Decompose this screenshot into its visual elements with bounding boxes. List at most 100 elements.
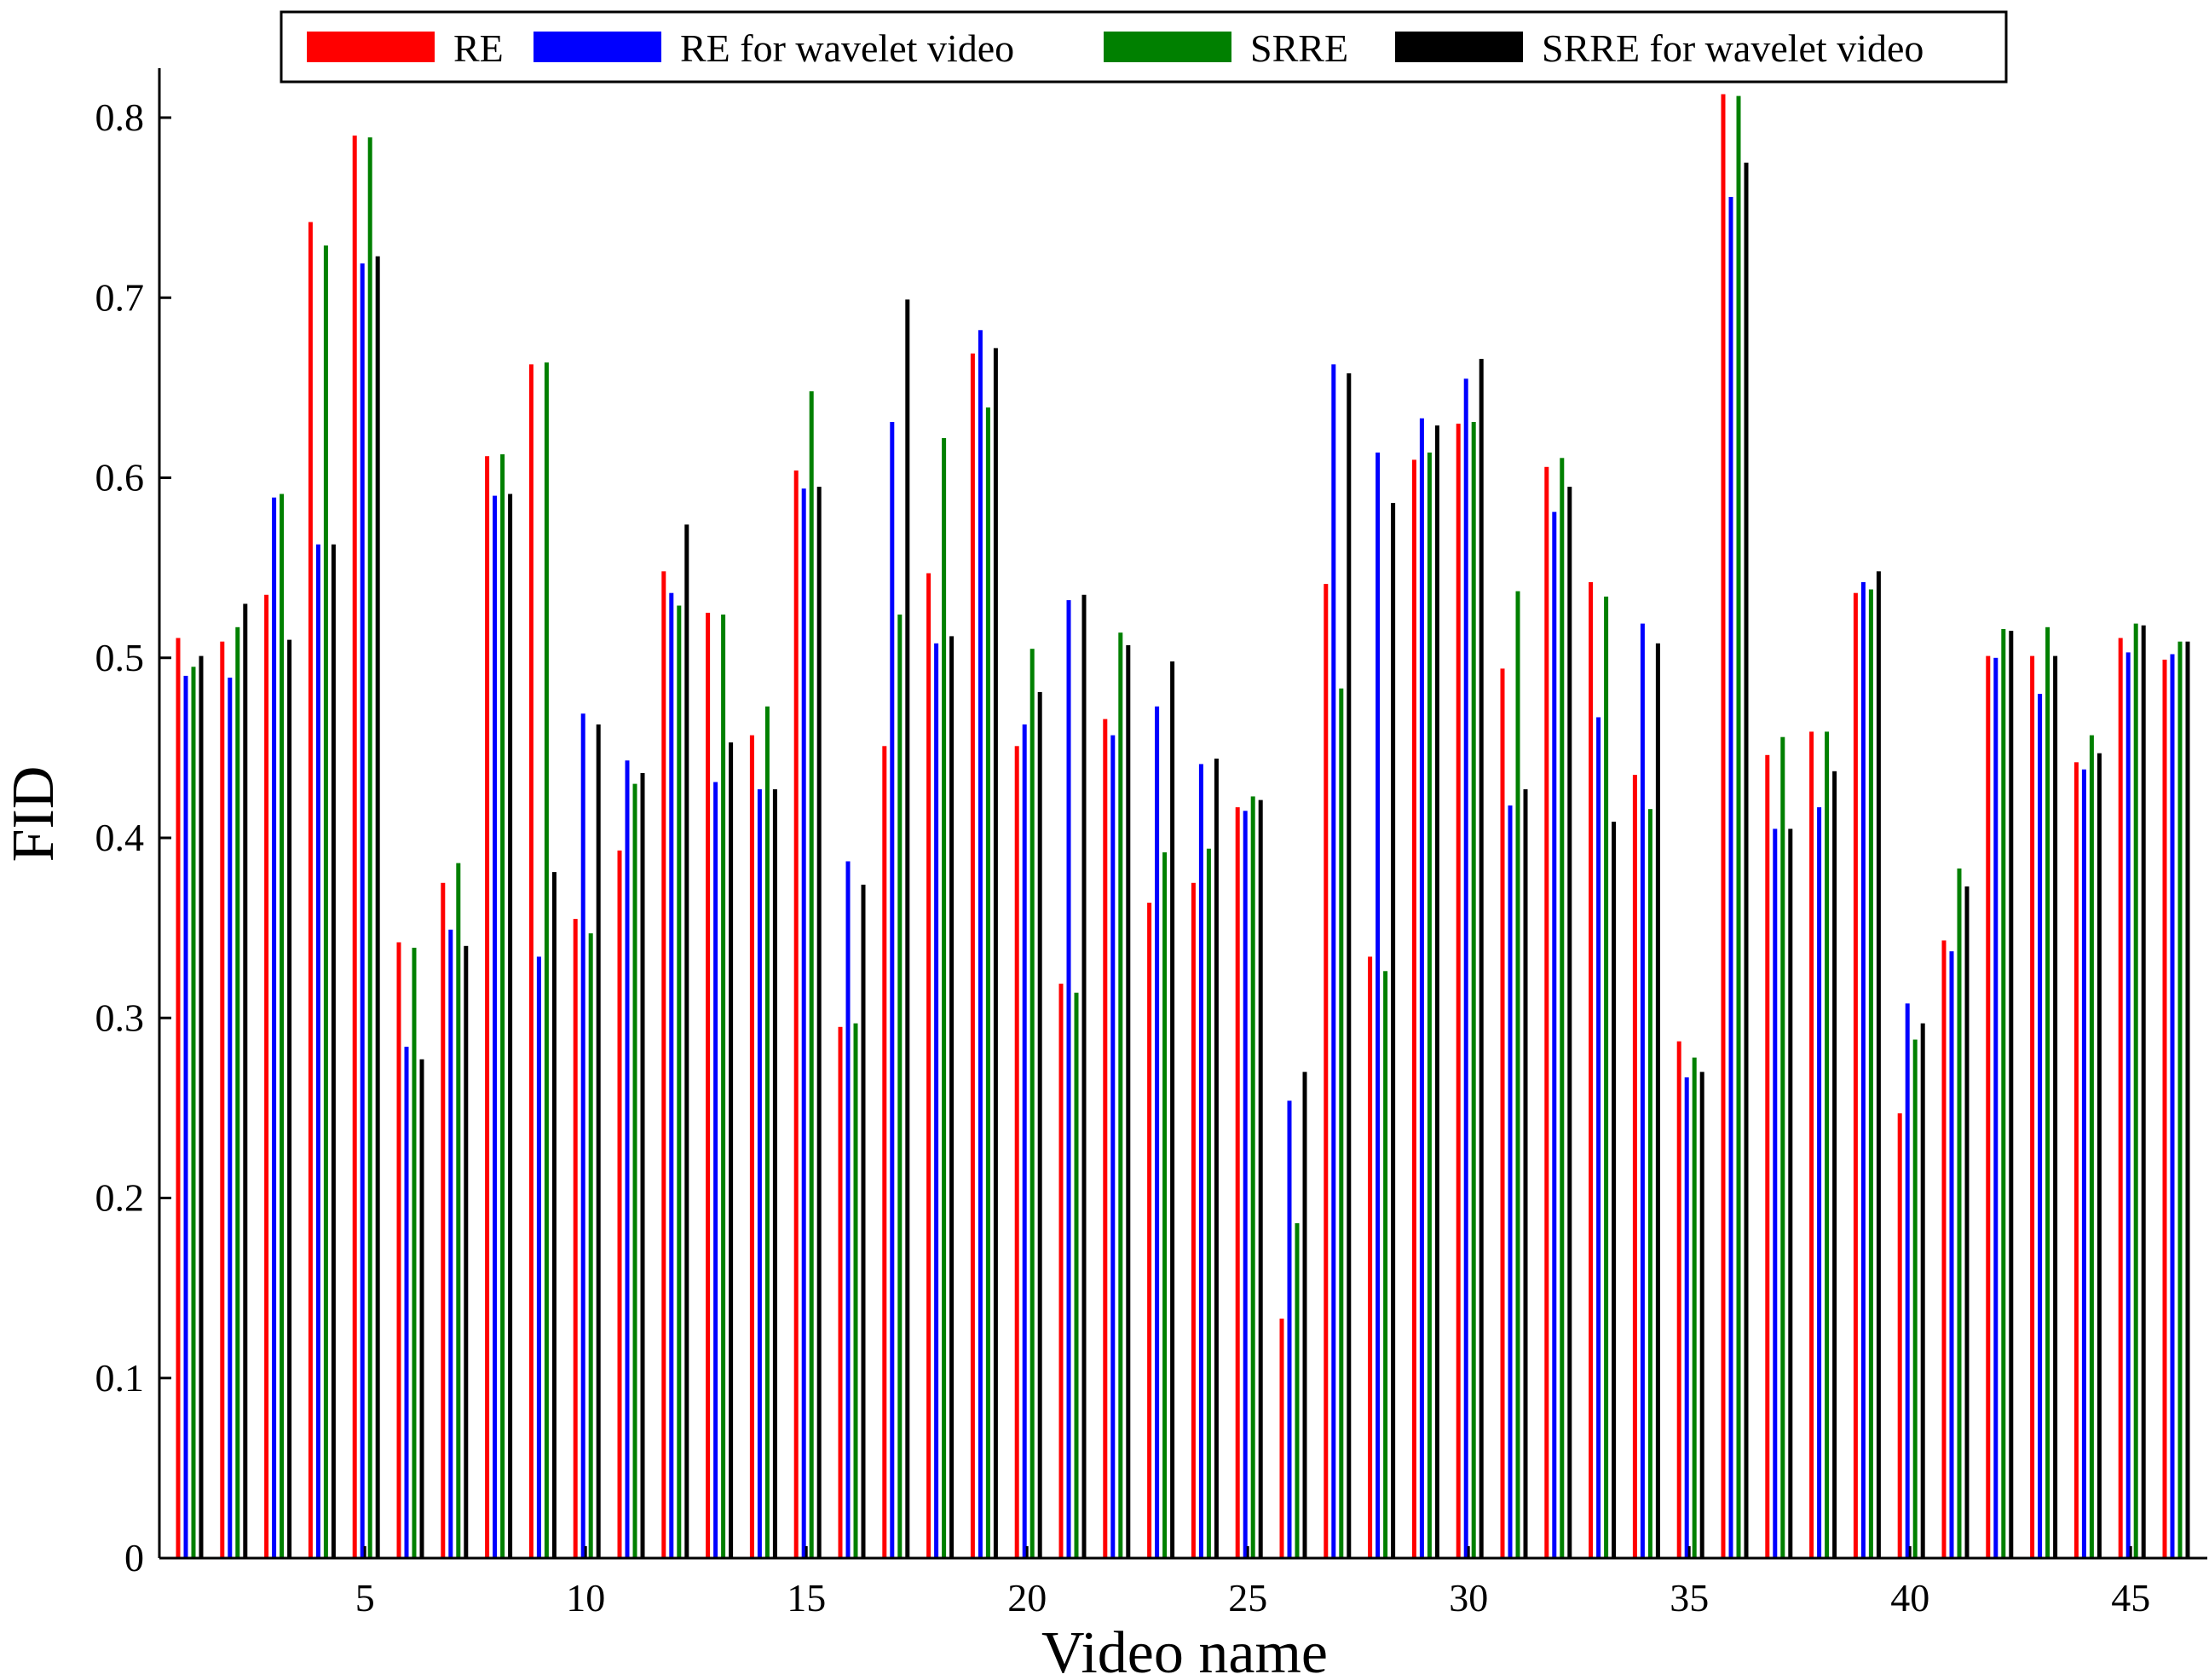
bar — [793, 471, 799, 1558]
x-axis-title: Video name — [1041, 1620, 1328, 1676]
bar — [816, 487, 822, 1558]
bar — [1552, 511, 1557, 1558]
bar — [2053, 655, 2058, 1558]
bar — [352, 136, 357, 1559]
bar — [1191, 882, 1196, 1558]
bar — [1640, 623, 1645, 1558]
bar — [1832, 771, 1837, 1558]
bar — [1110, 735, 1116, 1558]
bar — [2177, 641, 2183, 1559]
bar — [2162, 659, 2167, 1558]
y-tick-label: 0.7 — [95, 275, 145, 319]
bar — [367, 137, 372, 1559]
bar — [706, 612, 711, 1558]
bar — [684, 524, 689, 1558]
bar — [905, 299, 910, 1558]
bar — [551, 872, 557, 1558]
bar — [220, 641, 225, 1559]
bar — [2001, 629, 2006, 1558]
bar — [1647, 809, 1652, 1558]
bar — [1780, 736, 1785, 1558]
bar — [1427, 452, 1432, 1558]
x-tick-label: 45 — [2111, 1576, 2150, 1619]
bar — [632, 783, 637, 1558]
bars-layer — [176, 94, 2190, 1559]
bar — [596, 724, 601, 1558]
bar — [1339, 688, 1344, 1558]
y-tick-label: 0.4 — [95, 816, 145, 859]
bar — [1788, 828, 1793, 1558]
bar — [897, 615, 903, 1558]
bar — [764, 706, 770, 1558]
bar — [1676, 1041, 1681, 1558]
bar — [1612, 822, 1617, 1558]
bar — [2089, 735, 2094, 1558]
bar — [287, 639, 292, 1558]
bar — [1030, 649, 1035, 1559]
bar — [580, 713, 585, 1558]
bar — [1632, 775, 1637, 1558]
bar — [1860, 582, 1866, 1558]
bar — [677, 605, 682, 1558]
bar — [1773, 828, 1778, 1558]
bar — [1728, 197, 1733, 1558]
bar — [1463, 378, 1468, 1558]
bar — [1022, 724, 1027, 1558]
bar — [1434, 425, 1439, 1559]
bar — [1684, 1077, 1689, 1558]
bar — [1250, 796, 1255, 1558]
bar — [949, 636, 955, 1558]
bar — [448, 929, 453, 1558]
y-tick-label: 0.8 — [95, 95, 145, 139]
bar — [729, 742, 734, 1558]
bar — [1479, 359, 1484, 1559]
x-tick-label: 20 — [1007, 1576, 1047, 1619]
bar — [2185, 641, 2190, 1559]
y-axis-title: FID — [1, 766, 66, 863]
bar — [375, 256, 380, 1559]
y-tick-label: 0.6 — [95, 456, 145, 499]
bar — [2097, 753, 2102, 1558]
bar — [749, 735, 754, 1558]
bar — [1162, 852, 1168, 1558]
bar — [1817, 807, 1822, 1558]
bar — [1853, 592, 1858, 1559]
legend-label: RE for wavelet video — [680, 26, 1014, 70]
bar — [1419, 418, 1424, 1558]
bar — [315, 544, 320, 1559]
bar — [272, 497, 277, 1559]
bar — [861, 884, 866, 1558]
x-tick-label: 10 — [566, 1576, 605, 1619]
bar — [882, 746, 887, 1558]
bar — [978, 330, 983, 1558]
bar — [280, 494, 285, 1558]
bar — [544, 362, 549, 1558]
legend-items: RE RE for wavelet video SRRE SRRE for wavel… — [307, 26, 1924, 70]
bar — [1126, 645, 1131, 1558]
bar — [441, 882, 446, 1558]
bar — [2170, 654, 2175, 1558]
bar — [1736, 95, 1741, 1559]
bar — [191, 667, 196, 1558]
bar — [713, 782, 718, 1558]
bar — [2030, 655, 2035, 1558]
bar — [1376, 452, 1381, 1558]
bar — [1765, 754, 1770, 1558]
y-tick-label: 0.2 — [95, 1176, 145, 1220]
bar — [235, 626, 240, 1558]
bar — [1993, 657, 1998, 1559]
bar — [588, 933, 593, 1558]
bar — [617, 850, 622, 1558]
bar — [2009, 631, 2014, 1558]
bar — [1147, 903, 1152, 1558]
bar — [1066, 600, 1071, 1558]
bar — [1383, 971, 1388, 1558]
bar — [1596, 717, 1601, 1558]
bar — [2038, 694, 2043, 1558]
legend-swatch — [534, 32, 661, 62]
x-tick-label: 5 — [355, 1576, 375, 1619]
bar — [993, 348, 998, 1558]
bar — [1876, 571, 1881, 1558]
bar — [1905, 1003, 1910, 1558]
